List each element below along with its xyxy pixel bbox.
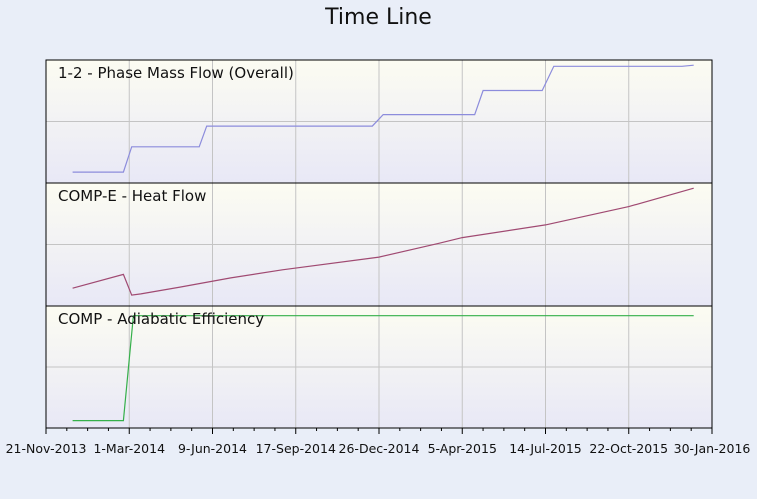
- series-line: [72, 315, 694, 422]
- series-line: [72, 187, 694, 296]
- x-tick-label: 26-Dec-2014: [339, 441, 420, 456]
- panel-label: COMP - Adiabatic Efficiency: [58, 310, 264, 328]
- series-line: [72, 64, 694, 173]
- x-tick-label: 21-Nov-2013: [6, 441, 87, 456]
- chart-title: Time Line: [325, 5, 432, 30]
- panel-3: COMP - Adiabatic Efficiency: [45, 305, 713, 429]
- x-tick-label: 30-Jan-2016: [674, 441, 751, 456]
- x-tick-label: 5-Apr-2015: [428, 441, 497, 456]
- x-tick-label: 17-Sep-2014: [256, 441, 336, 456]
- x-tick-label: 22-Oct-2015: [589, 441, 668, 456]
- panel-2: COMP-E - Heat Flow: [45, 182, 713, 307]
- x-tick-label: 9-Jun-2014: [178, 441, 247, 456]
- x-tick-label: 14-Jul-2015: [509, 441, 582, 456]
- panel-label: 1-2 - Phase Mass Flow (Overall): [58, 64, 294, 82]
- x-tick-label: 1-Mar-2014: [93, 441, 165, 456]
- panel-1: 1-2 - Phase Mass Flow (Overall): [45, 59, 713, 184]
- panel-label: COMP-E - Heat Flow: [58, 187, 206, 205]
